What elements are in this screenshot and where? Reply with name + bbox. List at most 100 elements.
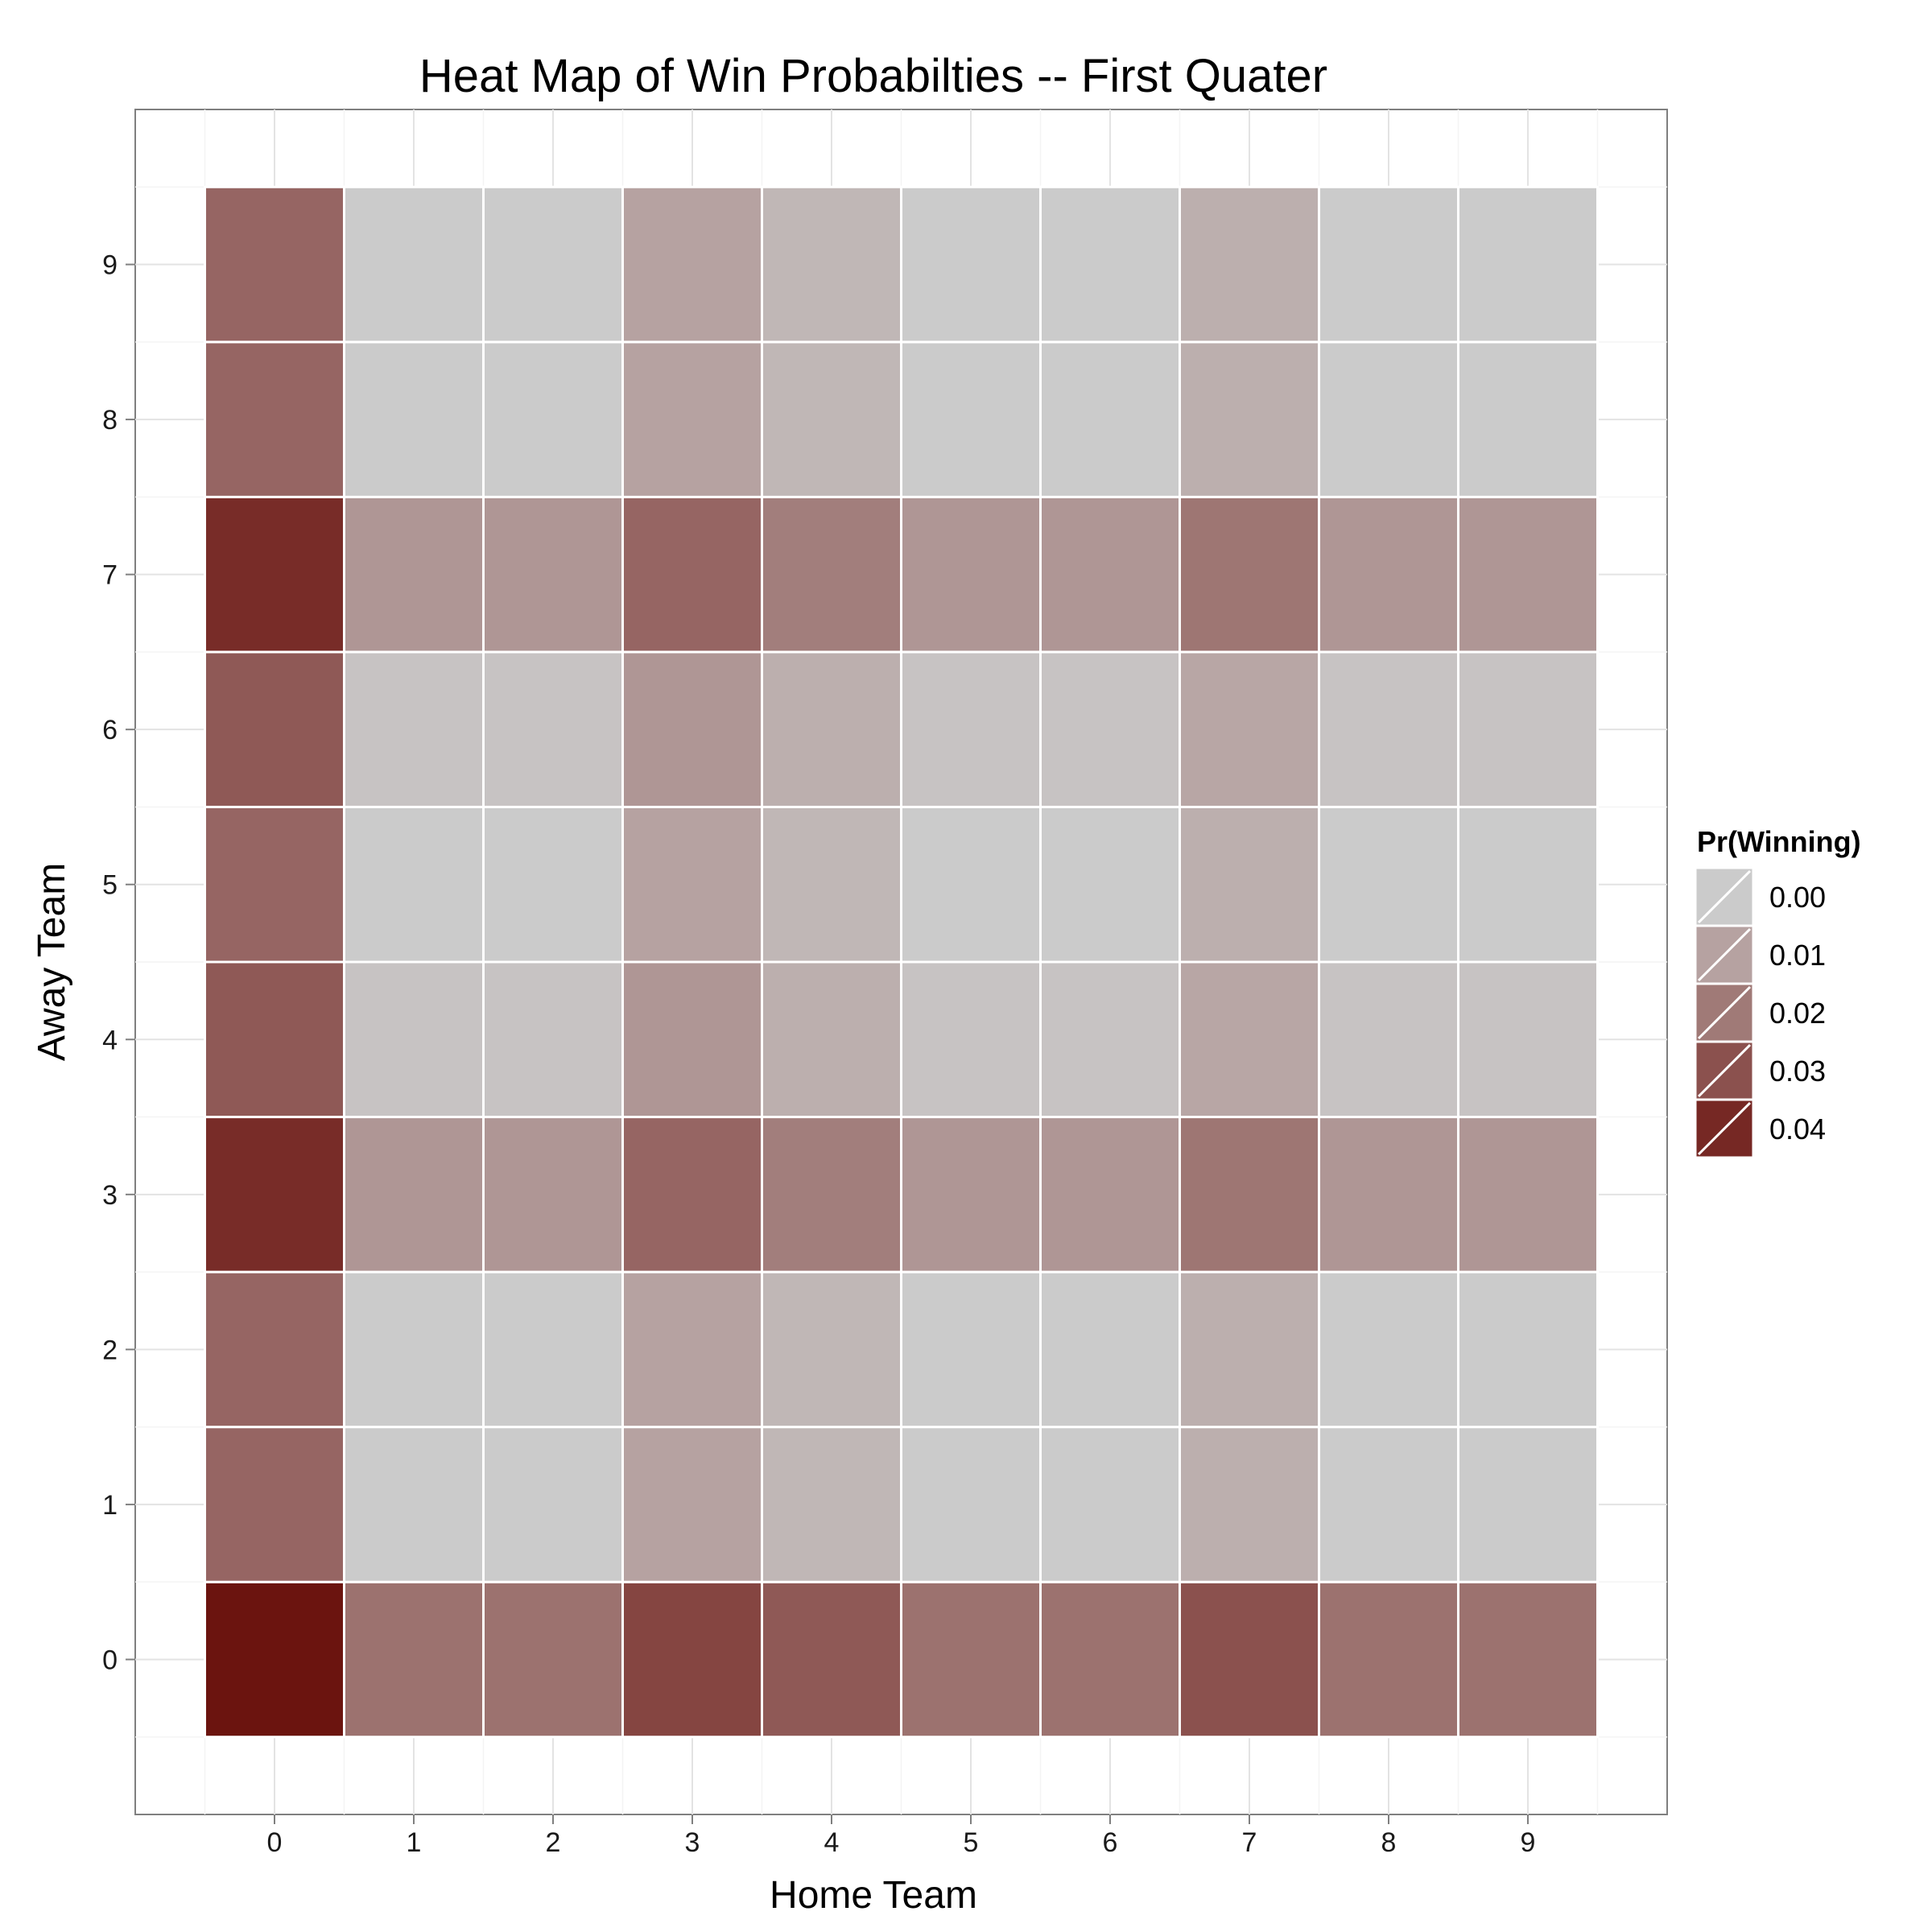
x-tick-label: 8 <box>1381 1827 1397 1858</box>
heatmap-tile-h0-a6 <box>204 650 345 808</box>
heatmap-tile-h0-a3 <box>204 1116 345 1274</box>
heatmap-tile-h8-a9 <box>1318 185 1459 344</box>
heatmap-tile-h5-a1 <box>900 1426 1042 1583</box>
x-tick-label: 2 <box>546 1827 561 1858</box>
heatmap-tile-h2-a1 <box>482 1426 624 1583</box>
heatmap-tile-h0-a1 <box>204 1426 345 1583</box>
heatmap-tile-h1-a7 <box>343 495 485 654</box>
x-tick-label: 1 <box>407 1827 422 1858</box>
heatmap-tile-h3-a5 <box>621 805 763 964</box>
heatmap-tile-h2-a7 <box>482 495 624 654</box>
heatmap-tile-h9-a6 <box>1457 650 1599 808</box>
heatmap-tile-h9-a9 <box>1457 185 1599 344</box>
heatmap-tile-h4-a4 <box>761 960 902 1119</box>
legend-key-slash <box>1697 869 1752 924</box>
heatmap-tile-h2-a6 <box>482 650 624 808</box>
heatmap-tile-h0-a8 <box>204 341 345 498</box>
heatmap-tiles <box>204 185 1599 1739</box>
heatmap-tile-h0-a2 <box>204 1270 345 1429</box>
heatmap-tile-h6-a1 <box>1039 1426 1181 1583</box>
heatmap-tile-h8-a1 <box>1318 1426 1459 1583</box>
legend: Pr(Winning) 0.00 0.01 0.02 0.03 0.04 <box>1694 825 1861 1159</box>
heatmap-tile-h6-a3 <box>1039 1116 1181 1274</box>
x-tick-label: 3 <box>685 1827 700 1858</box>
legend-label: 0.04 <box>1769 1113 1826 1146</box>
heatmap-tile-h7-a7 <box>1179 495 1320 654</box>
heatmap-tile-h1-a1 <box>343 1426 485 1583</box>
legend-title: Pr(Winning) <box>1697 825 1861 858</box>
heatmap-tile-h9-a8 <box>1457 341 1599 498</box>
heatmap-tile-h5-a6 <box>900 650 1042 808</box>
legend-label: 0.00 <box>1769 881 1826 914</box>
heatmap-tile-h9-a0 <box>1457 1580 1599 1739</box>
heatmap-tile-h2-a4 <box>482 960 624 1119</box>
y-tick-label: 2 <box>102 1335 118 1365</box>
heatmap-tile-h2-a5 <box>482 805 624 964</box>
heatmap-tile-h5-a8 <box>900 341 1042 498</box>
heatmap-tile-h5-a4 <box>900 960 1042 1119</box>
heatmap-tile-h3-a7 <box>621 495 763 654</box>
heatmap-tile-h6-a0 <box>1039 1580 1181 1739</box>
heatmap-tile-h5-a5 <box>900 805 1042 964</box>
legend-key-slash <box>1697 927 1752 982</box>
heatmap-tile-h3-a1 <box>621 1426 763 1583</box>
legend-label: 0.03 <box>1769 1055 1826 1088</box>
heatmap-tile-h5-a9 <box>900 185 1042 344</box>
legend-key-slash <box>1697 985 1752 1040</box>
heatmap-tile-h8-a3 <box>1318 1116 1459 1274</box>
heatmap-tile-h3-a8 <box>621 341 763 498</box>
heatmap-tile-h5-a2 <box>900 1270 1042 1429</box>
heatmap-tile-h4-a6 <box>761 650 902 808</box>
y-tick-label: 6 <box>102 715 118 745</box>
heatmap-tile-h9-a2 <box>1457 1270 1599 1429</box>
heatmap-tile-h9-a4 <box>1457 960 1599 1119</box>
x-tick-label: 6 <box>1103 1827 1118 1858</box>
heatmap-tile-h0-a0 <box>204 1580 345 1739</box>
heatmap-tile-h8-a0 <box>1318 1580 1459 1739</box>
y-tick-label: 8 <box>102 405 118 436</box>
heatmap-tile-h0-a9 <box>204 185 345 344</box>
heatmap-tile-h0-a5 <box>204 805 345 964</box>
heatmap-tile-h7-a2 <box>1179 1270 1320 1429</box>
heatmap-tile-h9-a7 <box>1457 495 1599 654</box>
heatmap-tile-h1-a9 <box>343 185 485 344</box>
heatmap-tile-h8-a6 <box>1318 650 1459 808</box>
x-tick-label: 4 <box>824 1827 840 1858</box>
y-axis-ticks: 0 1 2 3 4 5 6 7 8 9 <box>102 250 135 1675</box>
x-axis-ticks: 0 1 2 3 4 5 6 7 8 9 <box>267 1814 1535 1858</box>
heatmap-tile-h1-a5 <box>343 805 485 964</box>
heatmap-tile-h4-a9 <box>761 185 902 344</box>
heatmap-tile-h1-a6 <box>343 650 485 808</box>
heatmap-tile-h7-a8 <box>1179 341 1320 498</box>
heatmap-tile-h3-a9 <box>621 185 763 344</box>
legend-label: 0.01 <box>1769 939 1826 972</box>
heatmap-tile-h4-a5 <box>761 805 902 964</box>
y-axis-title: Away Team <box>31 863 73 1061</box>
heatmap-tile-h6-a9 <box>1039 185 1181 344</box>
heatmap-tile-h2-a8 <box>482 341 624 498</box>
legend-key-slash <box>1697 1101 1752 1156</box>
legend-keys: 0.00 0.01 0.02 0.03 0.04 <box>1694 866 1826 1159</box>
heatmap-tile-h8-a4 <box>1318 960 1459 1119</box>
heatmap-tile-h1-a2 <box>343 1270 485 1429</box>
heatmap-tile-h4-a2 <box>761 1270 902 1429</box>
heatmap-tile-h9-a3 <box>1457 1116 1599 1274</box>
x-tick-label: 7 <box>1242 1827 1257 1858</box>
heatmap-tile-h5-a3 <box>900 1116 1042 1274</box>
legend-label: 0.02 <box>1769 997 1826 1030</box>
x-tick-label: 0 <box>267 1827 283 1858</box>
heatmap-tile-h3-a0 <box>621 1580 763 1739</box>
heatmap-tile-h8-a8 <box>1318 341 1459 498</box>
heatmap-tile-h3-a4 <box>621 960 763 1119</box>
heatmap-tile-h7-a1 <box>1179 1426 1320 1583</box>
heatmap-tile-h9-a5 <box>1457 805 1599 964</box>
heatmap-tile-h3-a6 <box>621 650 763 808</box>
y-tick-label: 7 <box>102 560 118 591</box>
heatmap-tile-h4-a3 <box>761 1116 902 1274</box>
x-tick-label: 5 <box>964 1827 979 1858</box>
chart-title: Heat Map of Win Probabilties -- First Qu… <box>419 50 1327 102</box>
heatmap-tile-h9-a1 <box>1457 1426 1599 1583</box>
heatmap-tile-h6-a5 <box>1039 805 1181 964</box>
heatmap-tile-h3-a3 <box>621 1116 763 1274</box>
heatmap-tile-h4-a1 <box>761 1426 902 1583</box>
